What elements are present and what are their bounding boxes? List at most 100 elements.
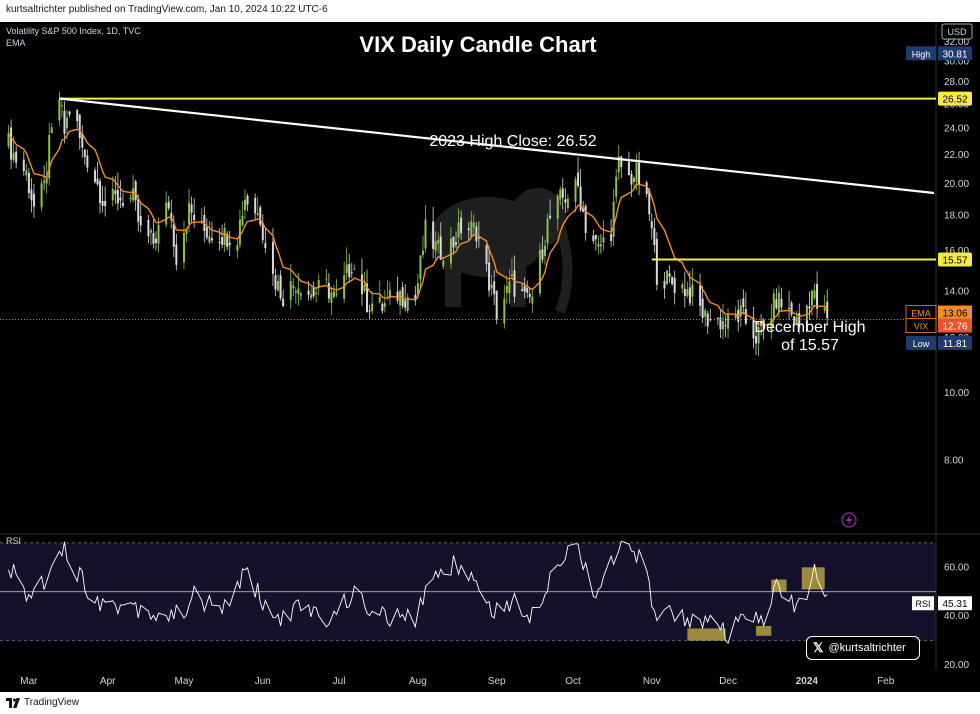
y-tick-label: 16.00 [944,246,969,257]
low-tag-label: Low [913,339,930,349]
high-tag [906,46,936,61]
candle-body [627,161,630,176]
candle-body [594,234,597,240]
candle-body [218,242,221,244]
candle-body [335,293,338,296]
candle-body [312,287,315,297]
candle-body [350,272,353,274]
rsi-tag [912,596,934,611]
candle-body [663,280,666,289]
candle-body [406,297,409,311]
candle-body [638,162,641,186]
candle-body [424,219,427,249]
candle-body [188,202,191,225]
candle-body [686,289,689,296]
candle-body [526,287,529,293]
candle-body [449,238,452,264]
x-tick-label: Dec [719,676,737,687]
candle-body [381,303,384,311]
y-tick-label: 20.00 [944,179,969,190]
candle-body [236,244,239,251]
candle-body [615,176,618,197]
candle-body [528,293,531,298]
ema-value-label: 13.06 [942,309,967,320]
candle-body [208,236,211,243]
candle-body [577,172,580,186]
candle-body [599,244,602,246]
level-badge [938,252,972,267]
candle-body [114,190,117,194]
candle-body [299,294,302,296]
candle-body [648,189,651,215]
chart-canvas[interactable]: 32.0030.0028.0026.0024.0022.0020.0018.00… [0,22,980,692]
candle-body [360,274,363,295]
candle-body [544,245,547,256]
candle-body [310,294,313,299]
candle-body [83,149,86,157]
candle-body [383,303,386,307]
candle-body [503,298,506,324]
y-tick-label: 30.00 [944,56,969,67]
candle-body [564,199,567,203]
candle-body [805,305,808,331]
candle-body [566,198,569,209]
vix-value-badge [938,318,972,333]
candle-body [645,182,648,195]
candle-body [277,281,280,291]
watermark-leg-1 [445,262,461,307]
candle-body [579,186,582,211]
candle-body [775,299,778,309]
candle-body [243,199,246,210]
candle-body [523,286,526,292]
candle-body [813,290,816,298]
candle-body [617,156,620,173]
candle-body [241,215,244,226]
ema-line [7,128,828,326]
candle-body [175,244,178,265]
watermark-head [510,188,566,248]
candle-body [704,310,707,317]
x-tick-label: Sep [488,676,506,687]
candle-body [477,237,480,239]
candle-body [289,281,292,300]
candle-body [630,173,633,185]
candle-body [531,296,534,304]
candle-body [470,221,473,237]
candle-body [816,283,819,309]
candle-body [668,273,671,277]
candle-body [559,189,562,200]
lightning-icon [841,512,857,528]
candle-body [274,275,277,290]
candle-body [582,208,585,213]
x-tick-label: Jul [333,676,346,687]
rsi-panel-label: RSI [6,536,22,546]
chart-frame[interactable]: 32.0030.0028.0026.0024.0022.0020.0018.00… [0,22,980,692]
candle-body [561,188,564,198]
symbol-description: Volatility S&P 500 Index, 1D, TVC [6,26,141,36]
x-tick-label: May [175,676,194,687]
candle-body [798,313,801,328]
candle-body [7,133,10,147]
candle-body [549,215,552,219]
candle-body [460,217,463,234]
candle-body [780,298,783,308]
vix-tag-label: VIX [914,322,929,332]
candle-body [602,237,605,243]
candle-body [691,284,694,297]
credit-badge[interactable]: 𝕏 @kurtsaltrichter [806,636,920,660]
candle-body [30,189,33,201]
candle-body [43,181,46,183]
level-badge [938,91,972,106]
candle-body [152,233,155,244]
candle-body [27,172,30,193]
candle-body [671,277,674,285]
candle-body [210,238,213,241]
watermark-body [430,197,546,277]
candle-body [104,200,107,207]
candle-body [755,336,758,344]
candle-body [706,313,709,327]
candle-body [378,296,381,303]
candle-body [404,300,407,308]
candle-body [546,218,549,243]
candle-body [45,176,48,184]
